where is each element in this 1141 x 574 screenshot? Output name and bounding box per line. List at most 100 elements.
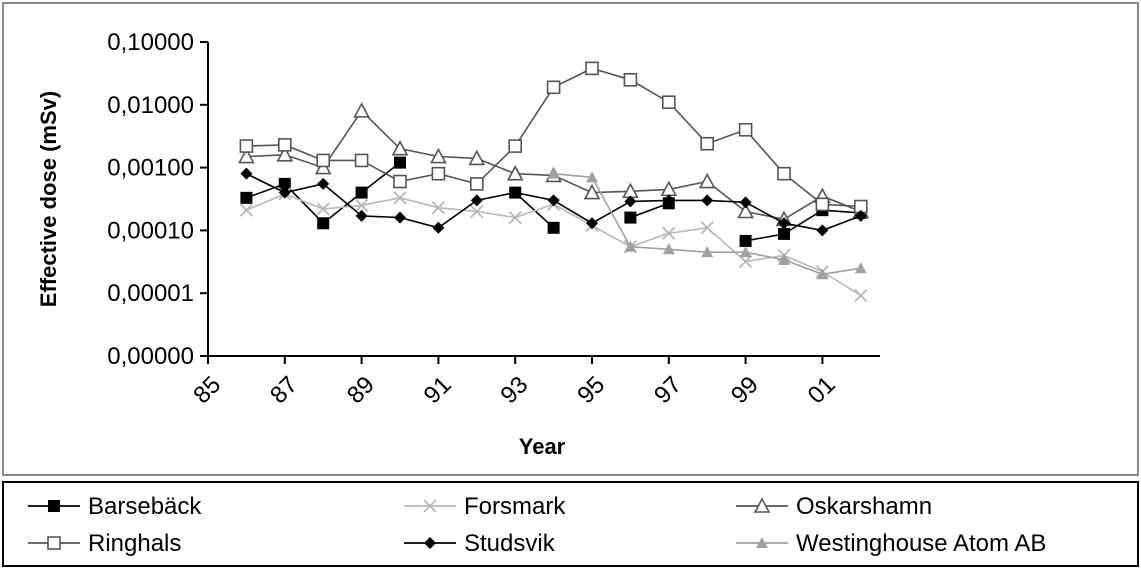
y-tick-label: 0,01000 [107,92,194,119]
data-point-barseback [355,186,368,199]
data-point-forsmark [854,288,868,303]
data-point-oskarshamn [468,149,486,166]
legend-label: Westinghouse Atom AB [796,530,1046,557]
data-point-westinghouse-atom-ab [816,268,829,280]
legend-label: Barsebäck [88,493,202,520]
data-point-studsvik [355,209,368,222]
series-line-barseback [630,202,670,219]
legend-label: Ringhals [88,530,181,557]
data-point-ringhals [623,73,638,87]
data-point-forsmark [239,203,254,217]
data-point-studsvik [624,195,637,208]
data-point-ringhals [700,136,715,151]
data-point-barseback [778,227,790,240]
data-point-studsvik [278,186,291,199]
legend-label: Oskarshamn [796,493,932,520]
data-point-ringhals [393,174,407,189]
data-point-westinghouse-atom-ab [701,246,714,258]
legend-item-forsmark: Forsmark [404,493,566,520]
data-point-ringhals [815,197,830,212]
data-point-studsvik [317,177,330,190]
series-line-barseback [745,209,861,242]
data-point-oskarshamn [276,146,294,162]
data-point-barseback [394,156,406,169]
data-point-ringhals [508,139,523,153]
legend-item-westinghouse-atom-ab: Westinghouse Atom AB [736,530,1046,557]
chart-area-border [2,2,1139,476]
legend-marker [756,537,768,548]
y-axis-title: Effective dose (mSv) [36,91,61,307]
data-point-ringhals [469,177,484,191]
data-point-ringhals [661,95,676,110]
series-studsvik [240,167,867,237]
data-point-forsmark [470,204,484,219]
legend-marker [753,497,771,513]
data-point-forsmark [662,226,676,240]
data-point-studsvik [778,217,790,230]
data-point-ringhals [431,166,446,181]
data-point-forsmark [700,221,714,235]
legend-item-barseback: Barsebäck [28,493,202,520]
y-tick-label: 0,10000 [107,29,194,56]
data-point-studsvik [394,211,406,224]
data-point-studsvik [816,224,829,237]
data-point-forsmark [431,201,446,215]
data-point-barseback [739,234,752,247]
series-ringhals [239,61,868,214]
legend-label: Forsmark [464,493,566,520]
data-point-barseback [240,191,253,204]
data-point-studsvik [586,217,598,230]
data-point-forsmark [354,198,369,213]
data-point-ringhals [239,139,254,153]
data-point-studsvik [701,194,714,207]
data-point-studsvik [854,209,867,222]
legend-item-oskarshamn: Oskarshamn [736,493,932,520]
legend-box [2,481,1139,567]
data-point-oskarshamn [353,102,370,118]
data-point-oskarshamn [430,147,447,164]
data-point-westinghouse-atom-ab [624,240,637,252]
y-tick-label: 0,00100 [107,155,194,182]
data-point-oskarshamn [737,202,754,219]
data-point-westinghouse-atom-ab [662,243,675,255]
data-point-ringhals [354,153,369,168]
data-point-westinghouse-atom-ab [854,262,867,274]
data-point-ringhals [585,61,599,76]
series-westinghouse-atom-ab [547,167,867,280]
data-point-barseback [317,217,330,230]
y-tick-label: 0,00010 [107,217,194,244]
data-point-westinghouse-atom-ab [778,253,790,265]
data-point-westinghouse-atom-ab [739,246,752,258]
data-point-forsmark [393,191,407,205]
data-point-studsvik [662,194,675,207]
legend-marker [424,537,436,549]
legend-item-studsvik: Studsvik [404,530,556,557]
data-point-studsvik [509,186,522,199]
data-point-studsvik [470,194,483,207]
data-point-studsvik [547,194,560,207]
data-point-oskarshamn [583,183,601,200]
data-point-barseback [624,211,637,224]
legend-marker [47,536,61,550]
data-point-forsmark [316,202,330,216]
data-point-studsvik [240,167,253,180]
legend: Barsebäck Forsmark Oskarshamn Ringhals Studs… [28,493,1046,557]
data-point-ringhals [738,122,753,137]
data-point-forsmark [738,254,753,269]
y-tick-label: 0,00000 [107,343,194,370]
series-layer [238,61,870,303]
data-point-oskarshamn [698,172,716,189]
legend-label: Studsvik [464,530,556,557]
data-point-barseback [547,221,560,234]
y-tick-label: 0,00001 [107,280,194,307]
data-point-ringhals [777,166,791,181]
legend-item-ringhals: Ringhals [28,530,181,557]
data-point-studsvik [432,221,445,234]
data-point-oskarshamn [391,140,409,156]
data-point-ringhals [277,138,292,152]
data-point-westinghouse-atom-ab [586,171,598,183]
x-axis-title: Year [519,434,566,459]
legend-marker [48,500,60,512]
